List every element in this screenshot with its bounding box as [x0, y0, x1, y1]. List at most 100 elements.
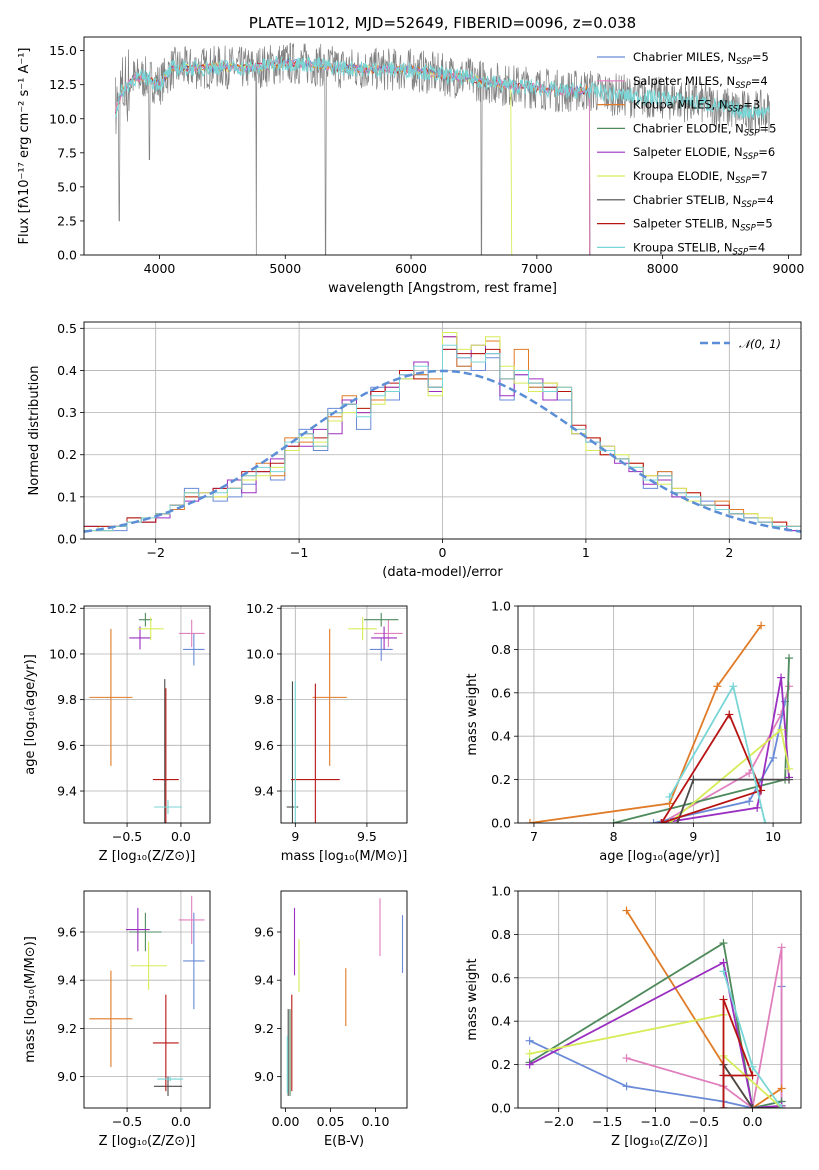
y-tick-label: 0.4 — [57, 363, 77, 378]
y-tick-label: 7.5 — [57, 145, 77, 160]
plus-marker — [719, 939, 728, 948]
panel-weight-vs-age — [518, 605, 801, 824]
x-tick-label: 0.05 — [317, 1114, 345, 1129]
plus-marker — [777, 673, 786, 682]
panel-mass-vs-EBV — [286, 898, 404, 1096]
axes-frame: −2.0 −1.5 −1.0 −0.5 0.0 0.0 0.2 0.4 0.6 0.8 1.0 Z [… — [465, 884, 802, 1149]
normal-curve — [84, 369, 801, 533]
plus-marker — [665, 792, 674, 801]
errorbar-point — [89, 970, 133, 1068]
plot-area — [286, 612, 403, 823]
plus-marker — [748, 1062, 757, 1071]
weight-line — [626, 947, 783, 1108]
errorbar-point — [152, 994, 179, 1092]
x-tick-label: −2.0 — [544, 1114, 574, 1129]
errorbar-point — [137, 617, 164, 641]
x-tick-label: 2 — [725, 545, 733, 560]
axes-frame: 0.00 0.05 0.10 9.0 9.2 9.4 9.6 E(B-V) — [254, 890, 408, 1149]
weight-line — [529, 624, 762, 823]
plus-marker — [785, 654, 794, 663]
weight-line — [529, 941, 782, 1108]
legend-entry: Salpeter STELIB, NSSP=5 — [633, 217, 773, 234]
y-tick-label: 0.2 — [57, 447, 77, 462]
x-tick-label: 0.10 — [362, 1114, 390, 1129]
plus-marker — [525, 819, 534, 823]
plus-marker — [748, 1104, 757, 1108]
y-tick-label: 9.6 — [254, 738, 274, 753]
x-axis-label: (data-model)/error — [382, 565, 503, 580]
x-tick-label: 9 — [291, 829, 299, 844]
errorbar-point — [178, 895, 205, 945]
plus-marker — [525, 1036, 534, 1045]
errorbar-point — [364, 612, 399, 627]
errorbar-point — [291, 683, 340, 823]
plus-marker — [622, 1082, 631, 1091]
y-tick-label: 9.6 — [57, 924, 77, 939]
x-tick-label: 10 — [765, 829, 781, 844]
x-axis-label: Z [log₁₀(Z/Z⊙)] — [99, 1134, 196, 1149]
x-tick-label: 6000 — [395, 261, 427, 276]
axes-frame: 7 8 9 10 0.0 0.2 0.4 0.6 0.8 1.0 age [log₁₀(age/yr… — [465, 599, 802, 864]
weight-line — [661, 677, 790, 823]
y-tick-label: 10.0 — [49, 111, 77, 126]
axes-box — [517, 890, 802, 1109]
errorbar-point — [157, 1076, 184, 1082]
errorbar-point — [374, 619, 403, 648]
histogram-step — [84, 344, 801, 532]
panel-residuals — [84, 322, 801, 540]
errorbar-point — [154, 1076, 182, 1096]
y-tick-label: 9.4 — [254, 784, 274, 799]
axes-frame: −2 −1 0 1 2 0.0 0.1 0.2 0.3 0.4 0.5 (data-model)/er… — [27, 321, 802, 580]
y-tick-label: 0.4 — [491, 729, 511, 744]
y-axis-label: Normed distribution — [27, 366, 42, 496]
errorbar-point — [154, 800, 182, 814]
y-tick-label: 9.6 — [254, 924, 274, 939]
plus-marker — [719, 958, 728, 967]
legend: 𝒩(0, 1) — [700, 337, 781, 351]
plus-marker — [777, 1084, 786, 1093]
axes-box — [83, 890, 211, 1109]
legend: Chabrier MILES, NSSP=5 Salpeter MILES, NS… — [597, 50, 776, 257]
plus-marker — [757, 621, 766, 630]
y-tick-label: 9.2 — [254, 1021, 274, 1036]
plus-marker — [649, 819, 658, 823]
plus-marker — [622, 1054, 631, 1063]
y-tick-label: 10.2 — [246, 601, 274, 616]
plus-marker — [748, 1071, 757, 1080]
axes-frame: −0.5 0.0 9.0 9.2 9.4 9.6 Z [log₁₀(Z/Z⊙)] mass [… — [23, 890, 211, 1149]
x-tick-label: 8 — [610, 829, 618, 844]
plot-area — [114, 42, 770, 255]
x-tick-label: 0.0 — [171, 829, 191, 844]
plus-marker — [719, 967, 728, 976]
axes-frame: 4000 5000 6000 7000 8000 9000 0.0 2.5 5.0 7.5 10.0… — [17, 36, 804, 296]
x-tick-label: −1.5 — [592, 1114, 622, 1129]
x-axis-label: E(B-V) — [324, 1134, 364, 1149]
y-tick-label: 0.8 — [491, 642, 511, 657]
y-tick-label: 1.0 — [491, 884, 511, 899]
axes-box — [280, 890, 408, 1109]
y-tick-label: 5.0 — [57, 179, 77, 194]
y-tick-label: 15.0 — [49, 43, 77, 58]
x-tick-label: 5000 — [269, 261, 301, 276]
plus-marker — [673, 819, 682, 823]
y-tick-label: 0.5 — [57, 321, 77, 336]
plus-marker — [622, 906, 631, 915]
panel-age-vs-mass — [281, 606, 407, 823]
plot-area — [89, 612, 205, 823]
y-tick-label: 10.0 — [49, 646, 77, 661]
y-tick-label: 0.1 — [57, 489, 77, 504]
x-axis-label: mass [log₁₀(M/M⊙)] — [281, 849, 408, 864]
panel-age-vs-Z — [84, 606, 210, 823]
errorbar-point — [129, 912, 162, 952]
y-tick-label: 0.6 — [491, 970, 511, 985]
legend-entry: Chabrier STELIB, NSSP=4 — [633, 193, 774, 210]
y-tick-label: 9.6 — [57, 738, 77, 753]
y-tick-label: 9.4 — [254, 973, 274, 988]
x-tick-label: 0 — [439, 545, 447, 560]
axes-frame: 9 9.5 9.4 9.6 9.8 10.0 10.2 mass [log₁₀(M/M⊙)] — [246, 601, 408, 864]
weight-line — [722, 999, 754, 1108]
y-tick-label: 0.4 — [491, 1014, 511, 1029]
plus-marker — [719, 1071, 728, 1080]
y-axis-label: mass weight — [465, 673, 480, 755]
